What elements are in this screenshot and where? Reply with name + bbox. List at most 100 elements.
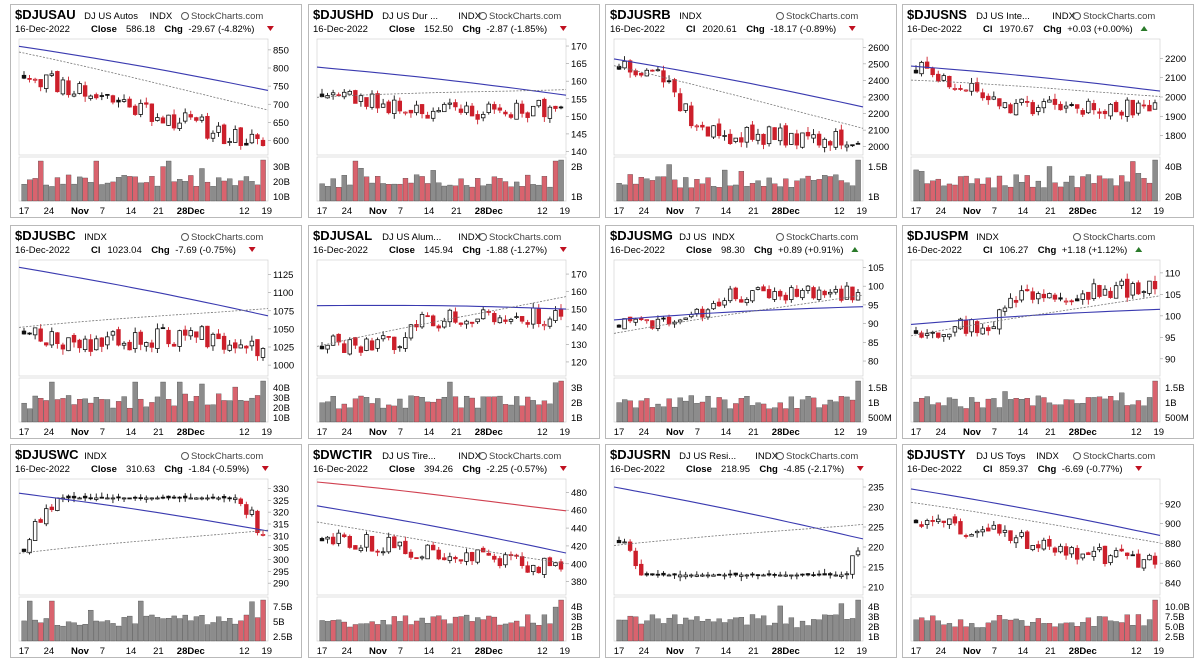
candle [94, 493, 99, 502]
chart-date: 16-Dec-2022 [15, 24, 70, 35]
volume-bar [1096, 396, 1103, 423]
volume-bar [844, 182, 850, 202]
candle [227, 496, 232, 502]
volume-bar [88, 609, 94, 642]
volume-bar [1024, 398, 1030, 423]
volume-bar [980, 627, 986, 642]
change-direction-icon [848, 26, 856, 31]
candle [38, 79, 43, 92]
volume-bar [138, 398, 144, 423]
change-label: Chg [1043, 24, 1062, 35]
moving-average-long [316, 66, 567, 96]
chart-panel-djusau[interactable]: $DJUSAU DJ US Autos INDX StockCharts.com 16-… [10, 4, 302, 218]
candle [508, 551, 514, 561]
candle [414, 100, 419, 116]
chart-panel-djuswc[interactable]: $DJUSWC INDX StockCharts.com 16-Dec-2022 Clo… [10, 444, 302, 658]
chart-date: 16-Dec-2022 [610, 464, 665, 475]
volume-bar [1146, 397, 1153, 423]
candle [1058, 101, 1063, 111]
chart-panel-djusmg[interactable]: $DJUSMG DJ US INDX StockCharts.com 16-Dec-20… [605, 225, 897, 439]
volume-bar [683, 617, 689, 642]
exchange-label: INDX [458, 232, 481, 243]
chart-panel-djusbc[interactable]: $DJUSBC INDX StockCharts.com 16-Dec-2022 Cl 1… [10, 225, 302, 439]
volume-plot-area [613, 156, 864, 202]
volume-bar [358, 623, 364, 642]
candle [138, 99, 143, 118]
volume-plot-area [316, 377, 567, 423]
candle [519, 552, 525, 569]
volume-bar [794, 180, 800, 202]
volume-bar [104, 399, 111, 423]
candle [149, 497, 155, 501]
volume-bar [391, 183, 397, 202]
candle [683, 571, 688, 580]
volume-bar [699, 183, 706, 202]
candle [794, 572, 800, 580]
volume-bar [519, 405, 525, 423]
candle [453, 307, 458, 324]
volume-bar [1024, 625, 1030, 642]
stockcharts-brand: StockCharts.com [1073, 232, 1155, 243]
candle [689, 573, 694, 578]
chart-panel-dwctir[interactable]: $DWCTIR DJ US Tire... INDX StockCharts.com 1… [308, 444, 600, 658]
candle [369, 535, 375, 552]
volume-bar [177, 381, 183, 423]
candle [199, 496, 205, 501]
chart-svg: $DJUSMG DJ US INDX StockCharts.com 16-Dec-20… [610, 228, 892, 438]
chart-panel-djusal[interactable]: $DJUSAL DJ US Alum... INDX StockCharts.com 1… [308, 225, 600, 439]
volume-bar [160, 381, 166, 423]
volume-bar [369, 182, 375, 202]
candle [430, 314, 436, 327]
chart-panel-djusrb[interactable]: $DJUSRB INDX StockCharts.com 16-Dec-2022 Cl 2… [605, 4, 897, 218]
candle [969, 533, 974, 537]
change-label: Chg [151, 245, 170, 256]
y-tick-label: 850 [273, 45, 289, 56]
candle [794, 129, 800, 150]
candle [772, 127, 777, 141]
volume-bar [649, 614, 656, 642]
candle [558, 304, 564, 321]
candle [1147, 100, 1152, 112]
volume-bar [469, 397, 475, 423]
chart-panel-djusrn[interactable]: $DJUSRN DJ US Resi... INDX StockCharts.com 1… [605, 444, 897, 658]
chart-panel-djuspm[interactable]: $DJUSPM INDX StockCharts.com 16-Dec-2022 Cl 1… [902, 225, 1194, 439]
volume-tick-label: 2B [571, 162, 583, 173]
candle [1019, 529, 1024, 539]
volume-bar [430, 616, 436, 642]
brand-logo-icon [479, 233, 487, 241]
chart-panel-djusns[interactable]: $DJUSNS DJ US Inte... INDX StockCharts.com 1… [902, 4, 1194, 218]
candle [733, 572, 738, 577]
candle [99, 337, 105, 353]
volume-bar [811, 397, 817, 423]
volume-bar [727, 185, 733, 202]
volume-bar [1119, 175, 1125, 202]
volume-bar [855, 380, 861, 423]
volume-bar [260, 380, 266, 423]
volume-bar [744, 624, 750, 642]
candle [1152, 552, 1158, 569]
chart-panel-djushd[interactable]: $DJUSHD DJ US Dur ... INDX StockCharts.com 1… [308, 4, 600, 218]
volume-bar [827, 176, 833, 202]
candle [525, 561, 530, 573]
x-tick-label: 19 [559, 427, 570, 438]
x-tick-label: 24 [342, 427, 353, 438]
candle [364, 337, 369, 352]
candle [194, 331, 199, 343]
volume-bar [497, 178, 503, 202]
volume-bar [514, 181, 520, 202]
moving-average-short [316, 89, 567, 98]
ticker-symbol: $DJUSHD [313, 7, 374, 22]
candle [1141, 559, 1147, 571]
volume-bar [969, 183, 975, 202]
candle [1002, 305, 1008, 316]
candle [997, 523, 1002, 536]
change-direction-icon [559, 247, 567, 252]
chart-panel-djusty[interactable]: $DJUSTY DJ US Toys INDX StockCharts.com 16-D… [902, 444, 1194, 658]
candle [110, 494, 116, 504]
stockcharts-brand: StockCharts.com [181, 451, 263, 462]
candle [414, 557, 419, 560]
candle [177, 329, 182, 352]
x-tick-label: 17 [317, 206, 328, 217]
volume-bar [32, 178, 38, 202]
candle [711, 573, 716, 577]
